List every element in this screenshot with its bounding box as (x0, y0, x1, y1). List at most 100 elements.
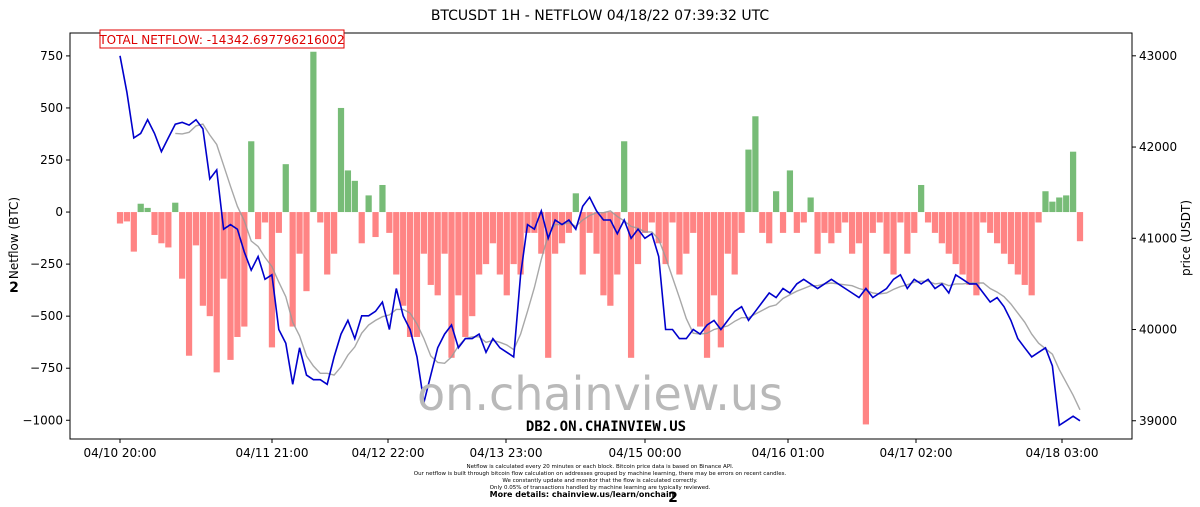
netflow-bar (400, 212, 407, 306)
netflow-bar (779, 212, 787, 233)
netflow-bar (234, 212, 241, 337)
netflow-bar (469, 212, 476, 317)
netflow-bar (655, 212, 662, 244)
netflow-bar (261, 212, 269, 223)
netflow-bar (434, 212, 441, 296)
netflow-bar (973, 212, 980, 296)
netflow-bar (959, 212, 966, 275)
netflow-bar (213, 212, 220, 373)
x-tick-label: 04/18 03:00 (1026, 446, 1099, 460)
x-tick-label: 04/12 22:00 (352, 446, 425, 460)
netflow-bar (690, 212, 697, 233)
netflow-bar (634, 212, 642, 265)
netflow-bar (144, 207, 151, 213)
netflow-bar (717, 212, 724, 348)
netflow-bar (1056, 197, 1063, 213)
price-lines (119, 55, 1081, 427)
netflow-bar (158, 212, 165, 244)
netflow-bar (179, 212, 186, 279)
footnote-line: Our netflow is built through bitcoin flo… (414, 471, 787, 477)
netflow-bar (607, 212, 614, 306)
netflow-bar (351, 180, 358, 213)
total-netflow-box (99, 29, 345, 49)
netflow-bar (862, 212, 870, 425)
netflow-bar (586, 212, 593, 233)
netflow-bar (406, 212, 414, 337)
netflow-bar (324, 212, 331, 275)
netflow-bar (876, 212, 883, 223)
netflow-bar (835, 212, 842, 233)
y-tick-label-left: 250 (40, 153, 63, 167)
netflow-bar (911, 212, 918, 233)
netflow-bar (1076, 212, 1084, 242)
netflow-bar (455, 212, 462, 296)
netflow-bar (503, 212, 510, 296)
x-tick-label: 04/15 00:00 (609, 446, 682, 460)
netflow-bar (980, 212, 987, 223)
y-tick-label-left: −500 (30, 309, 63, 323)
y-axis-right: 39000 40000 41000 42000 43000 (1132, 49, 1177, 428)
footnote-line: Only 0.05% of transactions handled by ma… (490, 485, 711, 491)
netflow-bar (137, 203, 144, 213)
netflow-bar (648, 212, 655, 223)
netflow-bar (724, 212, 731, 254)
netflow-bar (1000, 212, 1008, 254)
netflow-bar (413, 212, 421, 337)
netflow-bar (248, 141, 255, 213)
netflow-bar (800, 212, 807, 223)
netflow-bar (558, 212, 566, 244)
netflow-bar (151, 212, 158, 235)
netflow-bar (358, 212, 365, 244)
y-tick-label-right: 40000 (1139, 323, 1177, 337)
netflow-bar (462, 212, 469, 337)
total-netflow-label: TOTAL NETFLOW: -14342.697796216002 (98, 33, 344, 47)
netflow-bar (738, 212, 745, 233)
netflow-bar (255, 212, 262, 240)
netflow-bar (172, 202, 179, 213)
netflow-bar (572, 193, 579, 213)
netflow-bar (627, 212, 635, 358)
netflow-bar (773, 191, 780, 213)
footnote-line: We constantly update and monitor that th… (502, 478, 697, 484)
x-tick-label: 04/10 20:00 (84, 446, 157, 460)
y-tick-label-right: 39000 (1139, 414, 1177, 428)
netflow-bar (330, 212, 338, 254)
netflow-bar (517, 212, 524, 275)
netflow-bar (945, 212, 952, 254)
netflow-bar (275, 212, 282, 233)
netflow-bar (282, 164, 289, 213)
netflow-bar (296, 212, 303, 254)
plot-frame (69, 32, 1133, 440)
netflow-bar (538, 212, 545, 254)
netflow-bar (676, 212, 683, 275)
netflow-bar (952, 212, 959, 265)
netflow-bar (924, 212, 932, 223)
netflow-bars (116, 51, 1084, 425)
netflow-bar (386, 212, 393, 233)
netflow-bar (476, 212, 483, 275)
netflow-bar (710, 212, 718, 296)
netflow-bar (531, 212, 538, 233)
footnote-line: Netflow is calculated every 20 minutes o… (466, 464, 733, 470)
y-axis-label-right: price (USDT) (1179, 200, 1193, 276)
netflow-bar (317, 212, 324, 223)
netflow-bar (828, 212, 835, 244)
netflow-bar (683, 212, 690, 254)
netflow-bar (697, 212, 704, 327)
netflow-bar (185, 212, 193, 356)
netflow-bar (600, 212, 607, 296)
netflow-bar (814, 212, 821, 254)
netflow-bar (938, 212, 945, 244)
netflow-bar (344, 170, 352, 213)
more-details-link[interactable]: More details: chainview.us/learn/onchain (490, 490, 675, 499)
netflow-bar (192, 212, 200, 246)
netflow-bar (337, 107, 345, 213)
netflow-bar (545, 212, 552, 358)
netflow-bar (848, 212, 856, 254)
netflow-bar (1021, 212, 1028, 285)
side-mark-left: 2 (9, 280, 19, 296)
x-tick-label: 04/17 02:00 (880, 446, 953, 460)
netflow-bar (199, 212, 206, 306)
x-tick-label: 04/16 01:00 (752, 446, 825, 460)
netflow-bar (869, 212, 876, 233)
